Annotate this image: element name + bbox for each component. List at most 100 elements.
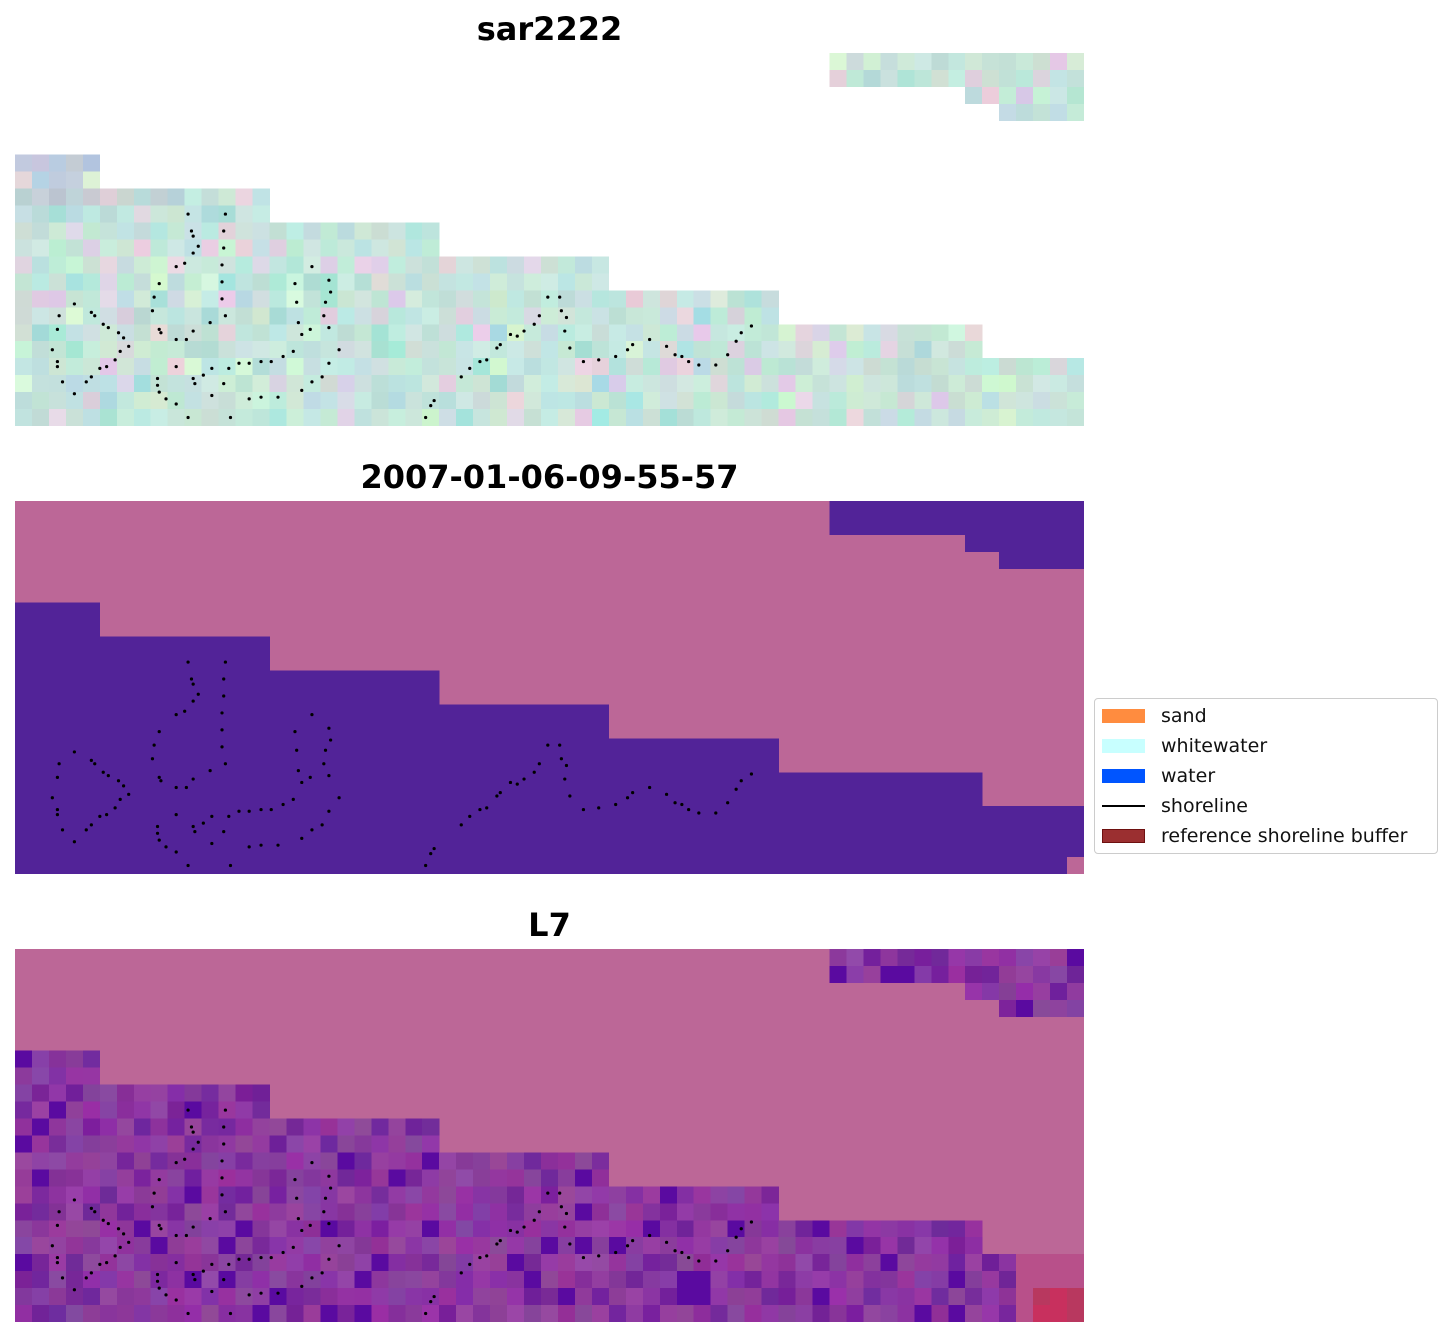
shoreline-point [734,787,738,791]
image-pixel [65,619,84,637]
image-pixel [31,392,50,410]
image-pixel [473,704,491,722]
shoreline-point [726,353,730,357]
image-pixel [456,806,474,824]
image-pixel [727,1237,745,1255]
image-pixel [507,1186,525,1204]
image-pixel [286,409,304,426]
image-pixel [133,772,152,790]
image-pixel [524,392,542,410]
image-pixel [167,290,186,308]
image-pixel [422,721,440,739]
shoreline-point [310,713,314,717]
image-pixel [354,341,372,359]
shoreline-point [478,1255,482,1260]
image-pixel [541,721,559,739]
image-pixel [303,1220,321,1238]
image-pixel [422,239,440,257]
image-pixel [201,1186,219,1204]
image-pixel [693,307,712,325]
image-pixel [608,738,627,756]
image-pixel [608,806,627,824]
image-pixel [931,965,949,984]
image-pixel [642,772,661,790]
image-pixel [591,721,610,739]
shoreline-point [300,780,304,785]
shoreline-point [259,1291,263,1295]
image-pixel [269,290,287,308]
image-pixel [320,1203,338,1221]
image-pixel [642,738,661,756]
image-pixel [897,501,915,519]
image-pixel [31,154,50,173]
image-pixel [303,324,321,342]
image-pixel [201,375,219,393]
image-pixel [608,358,627,376]
image-pixel [286,1271,304,1289]
image-pixel [371,840,389,858]
image-pixel [320,358,338,376]
image-pixel [218,290,236,308]
image-pixel [982,1288,1000,1306]
image-pixel [116,755,135,773]
shoreline-point [186,212,190,216]
image-pixel [269,358,287,376]
image-pixel [354,358,372,376]
shoreline-point [72,840,77,844]
shoreline-point [157,729,161,734]
image-pixel [557,375,576,393]
image-pixel [405,1271,423,1289]
image-pixel [133,721,152,739]
image-pixel [591,789,610,807]
image-pixel [914,501,932,519]
image-pixel [761,823,779,841]
shoreline-point [184,785,188,790]
image-pixel [320,1118,338,1136]
image-pixel [744,375,762,393]
image-pixel [761,1203,779,1221]
image-pixel [65,307,84,325]
image-pixel [167,392,186,410]
image-pixel [252,1288,270,1306]
image-pixel [184,653,202,671]
image-pixel [303,1288,321,1306]
image-pixel [557,1186,576,1204]
image-pixel [693,772,712,790]
image-pixel [608,1220,627,1238]
image-pixel [48,653,67,671]
image-pixel [659,324,678,342]
image-pixel [948,69,966,88]
image-pixel [82,375,101,393]
image-pixel [863,517,881,536]
image-pixel [269,772,287,790]
image-pixel [286,1186,304,1204]
image-pixel [65,171,84,189]
shoreline-point [295,300,299,304]
image-pixel [99,1271,118,1289]
image-pixel [388,738,406,756]
image-pixel [507,290,525,308]
image-pixel [337,840,355,858]
image-pixel [490,1288,508,1306]
image-pixel [863,501,881,519]
image-pixel [337,375,355,393]
image-pixel [167,1220,186,1238]
shoreline-point [648,1233,652,1238]
image-pixel [880,341,898,359]
shoreline-point [191,1130,195,1134]
image-pixel [999,501,1017,519]
image-pixel [557,290,576,308]
shoreline-point [222,246,226,250]
shoreline-point [60,380,65,384]
shoreline-point [564,315,569,320]
image-pixel [150,1084,169,1102]
image-pixel [625,358,644,376]
shoreline-point [247,1257,251,1261]
image-pixel [133,840,152,858]
image-pixel [1016,534,1034,553]
image-pixel [133,256,152,274]
image-pixel [82,188,101,206]
image-pixel [761,840,779,858]
shoreline-point [220,297,224,301]
image-pixel [439,358,457,376]
